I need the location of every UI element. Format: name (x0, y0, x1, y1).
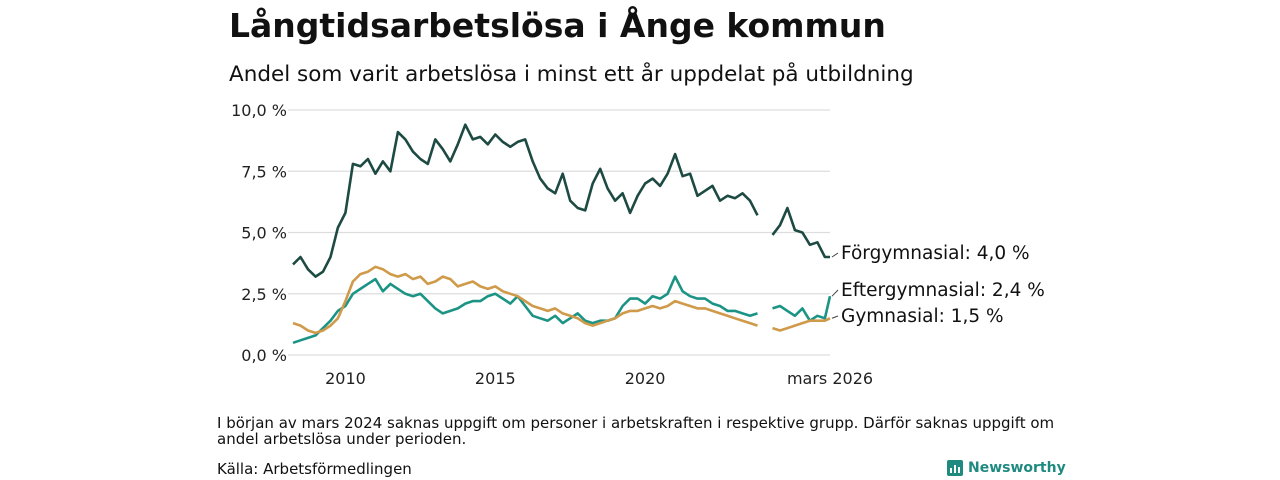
x-tick-label: mars 2026 (787, 369, 873, 388)
series-lines (292, 123, 832, 345)
source-text: Källa: Arbetsförmedlingen (217, 460, 412, 478)
y-tick-label: 0,0 % (241, 346, 287, 365)
chart-title: Långtidsarbetslösa i Ånge kommun (229, 6, 886, 45)
newsworthy-icon (947, 460, 963, 476)
x-tick-label: 2015 (475, 369, 516, 388)
x-axis-ticks: 2010 2015 2020 mars 2026 (325, 369, 873, 388)
y-tick-label: 2,5 % (241, 285, 287, 304)
series-line-gymnasial (772, 317, 831, 332)
series-label-gymnasial: Gymnasial: 1,5 % (841, 306, 1004, 327)
series-label-förgymnasial: Förgymnasial: 4,0 % (841, 243, 1030, 264)
line-chart: 0,0 % 2,5 % 5,0 % 7,5 % 10,0 % 2010 2015 2020 m… (231, 101, 1045, 388)
brand-name: Newsworthy (968, 460, 1066, 476)
series-line-eftergymnasial (292, 275, 758, 345)
series-line-gymnasial (292, 265, 758, 335)
label-connector (831, 315, 839, 319)
x-tick-label: 2020 (625, 369, 666, 388)
series-labels: Förgymnasial: 4,0 % Eftergymnasial: 2,4 %… (831, 243, 1045, 327)
y-tick-label: 10,0 % (231, 101, 287, 120)
series-line-eftergymnasial (772, 295, 832, 322)
footnote: I början av mars 2024 saknas uppgift om … (217, 414, 1055, 448)
label-connector (831, 289, 839, 297)
chart-subtitle: Andel som varit arbetslösa i minst ett å… (229, 62, 914, 87)
series-label-eftergymnasial: Eftergymnasial: 2,4 % (841, 280, 1045, 301)
label-connector (831, 252, 839, 258)
y-tick-label: 5,0 % (241, 224, 287, 243)
series-line-förgymnasial (292, 123, 759, 278)
y-tick-label: 7,5 % (241, 162, 287, 181)
newsworthy-logo[interactable]: Newsworthy (946, 459, 1066, 477)
y-axis-ticks: 0,0 % 2,5 % 5,0 % 7,5 % 10,0 % (231, 101, 287, 365)
x-tick-label: 2010 (325, 369, 366, 388)
series-line-förgymnasial (771, 206, 830, 259)
